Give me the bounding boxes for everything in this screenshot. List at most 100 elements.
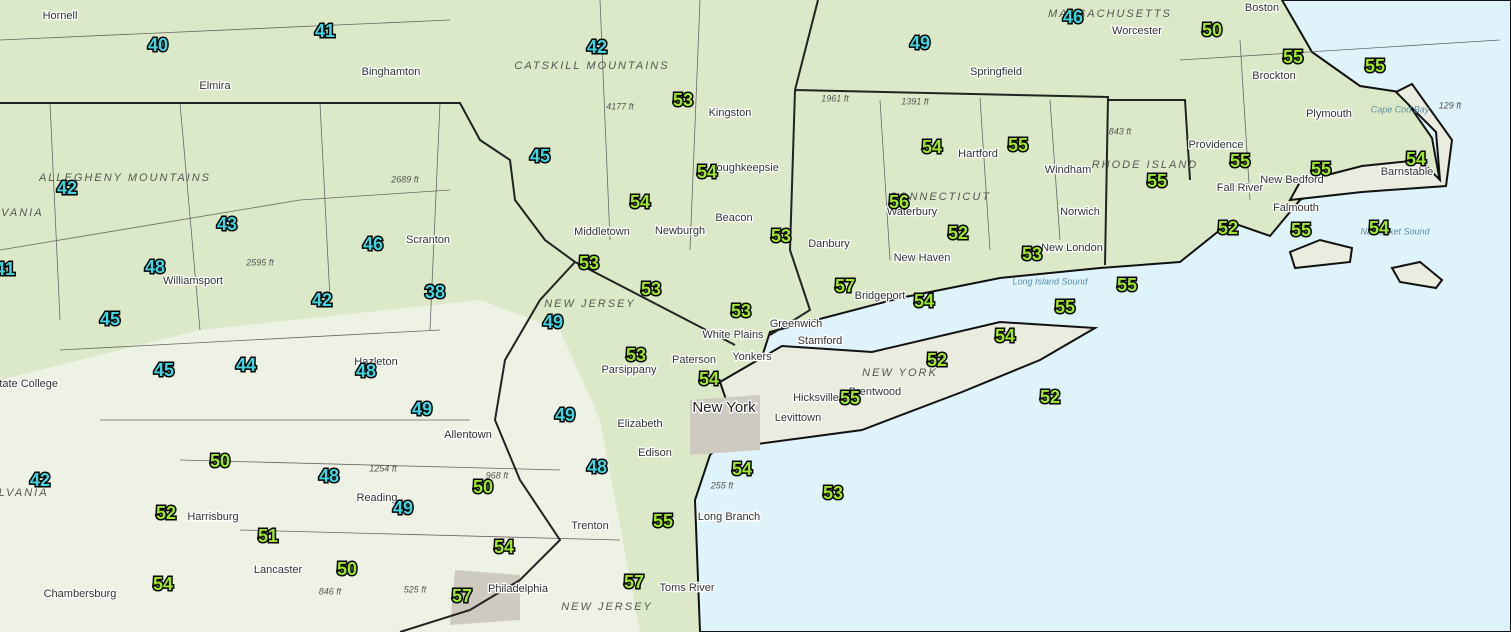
temperature-value: 51 [258, 526, 278, 546]
place-label: Hazleton [354, 356, 397, 368]
region-label: NEW JERSEY [544, 298, 636, 310]
temperature-value: 41 [0, 259, 15, 279]
temperature-value: 54 [697, 162, 717, 182]
place-label: Norwich [1060, 206, 1100, 218]
temperature-value: 45 [530, 146, 550, 166]
place-label: Waterbury [887, 206, 938, 218]
temperature-value: 43 [217, 214, 237, 234]
region-label: CATSKILL MOUNTAINS [514, 60, 669, 72]
temperature-value: 53 [823, 483, 843, 503]
elevation-label: 1391 ft [901, 96, 929, 106]
place-label: Edison [638, 447, 672, 459]
temperature-value: 53 [771, 226, 791, 246]
place-label: Reading [357, 492, 398, 504]
region-label: MASSACHUSETTS [1048, 8, 1172, 20]
elevation-label: 2689 ft [390, 174, 419, 184]
place-label: New Bedford [1260, 174, 1324, 186]
temperature-value: 54 [995, 326, 1015, 346]
temperature-value: 49 [910, 33, 930, 53]
temperature-value: 45 [100, 309, 120, 329]
region-label: NEW YORK [862, 367, 938, 379]
place-label: Hornell [43, 10, 78, 22]
place-label: Greenwich [770, 318, 823, 330]
place-label: New York [692, 399, 756, 416]
place-label: Springfield [970, 66, 1022, 78]
place-label: State College [0, 378, 58, 390]
ny-pa-nj-border [0, 102, 736, 346]
water-label: Cape Cod Bay [1371, 104, 1430, 114]
place-label: Harrisburg [187, 511, 238, 523]
temperature-value: 53 [731, 301, 751, 321]
urban-area [690, 395, 760, 455]
temperature-value: 42 [57, 178, 77, 198]
temperature-value: 52 [948, 223, 968, 243]
elevation-label: 843 ft [1109, 126, 1132, 136]
temperature-value: 46 [363, 234, 383, 254]
place-label: Fall River [1217, 182, 1264, 194]
place-label: Windham [1045, 164, 1091, 176]
elevation-label: 968 ft [486, 470, 509, 480]
place-label: Chambersburg [44, 588, 117, 600]
region-label: ALLEGHENY MOUNTAINS [38, 172, 211, 184]
place-label: Bridgeport [855, 290, 906, 302]
place-label: Falmouth [1273, 202, 1319, 214]
elevation-label: 525 ft [404, 584, 427, 594]
place-label: Newburgh [655, 225, 705, 237]
temperature-value: 49 [393, 498, 413, 518]
temperature-value: 50 [210, 451, 230, 471]
temperature-value: 42 [312, 290, 332, 310]
county-line [0, 0, 1501, 541]
elevation-label: 255 ft [710, 480, 734, 490]
temperature-value: 54 [922, 137, 942, 157]
place-label: Williamsport [163, 275, 223, 287]
temperature-value: 42 [30, 470, 50, 490]
elevation-label: 4177 ft [606, 101, 634, 111]
temperature-value: 57 [452, 586, 472, 606]
place-label: Binghamton [362, 66, 421, 78]
temperature-value: 55 [1117, 275, 1137, 295]
region-label: PENNSYLVANIA [0, 207, 44, 219]
temperature-value: 54 [494, 537, 514, 557]
elevation-label: 129 ft [1439, 100, 1462, 110]
place-label: Poughkeepsie [709, 162, 779, 174]
region-label: NEW JERSEY [561, 601, 653, 613]
temperature-value: 54 [914, 291, 934, 311]
place-label: Philadelphia [488, 583, 549, 595]
temperature-value: 55 [1147, 171, 1167, 191]
place-label: Scranton [406, 234, 450, 246]
temperature-value: 55 [1311, 159, 1331, 179]
water-label: Nantucket Sound [1360, 226, 1430, 236]
temperature-value: 52 [927, 350, 947, 370]
place-label: Toms River [659, 582, 714, 594]
temperature-value: 53 [641, 279, 661, 299]
temperature-value: 57 [835, 276, 855, 296]
temperature-value: 54 [1369, 218, 1389, 238]
place-label: White Plains [702, 329, 764, 341]
place-label: Worcester [1112, 25, 1162, 37]
temperature-value: 48 [319, 466, 339, 486]
place-label: Paterson [672, 354, 716, 366]
place-label: Elizabeth [617, 418, 662, 430]
temperature-value: 53 [626, 345, 646, 365]
temperature-value: 48 [145, 257, 165, 277]
temperature-value: 54 [1406, 149, 1426, 169]
place-label: Yonkers [732, 351, 772, 363]
place-label: Hicksville [793, 392, 839, 404]
temperature-value: 38 [425, 282, 445, 302]
place-label: Allentown [444, 429, 492, 441]
temperature-value: 54 [153, 574, 173, 594]
temperature-value: 55 [1008, 135, 1028, 155]
water-label: Long Island Sound [1012, 276, 1088, 286]
temperature-value: 46 [1063, 7, 1083, 27]
temperature-value: 52 [1218, 218, 1238, 238]
temperature-value: 40 [148, 35, 168, 55]
region-label: CONNECTICUT [889, 191, 991, 203]
place-label: Lancaster [254, 564, 303, 576]
place-label: New London [1041, 242, 1103, 254]
place-label: Brockton [1252, 70, 1295, 82]
place-label: Elmira [199, 80, 231, 92]
place-label: Danbury [808, 238, 850, 250]
new-england-border [769, 0, 1191, 336]
temperature-value: 55 [1230, 151, 1250, 171]
long-island [718, 320, 1099, 448]
